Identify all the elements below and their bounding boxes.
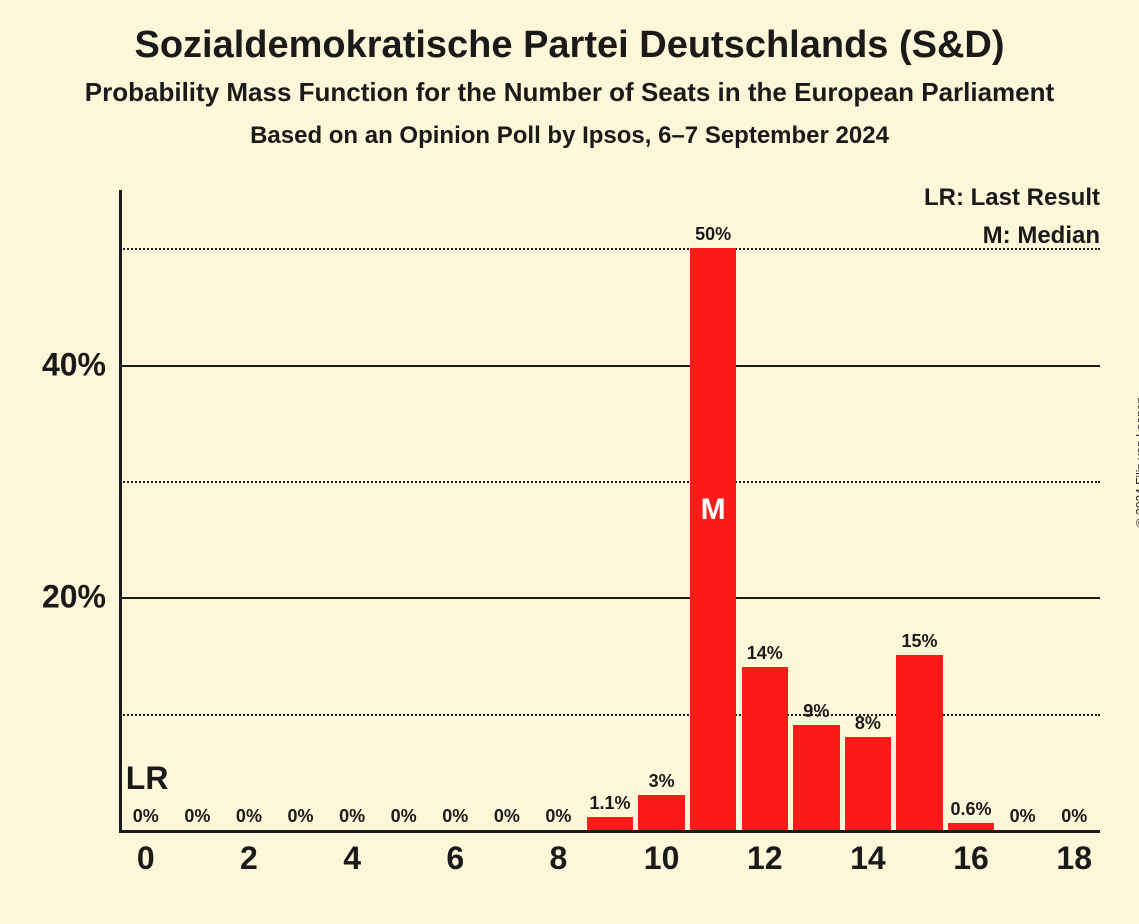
median-marker: M — [701, 493, 726, 527]
bar — [896, 655, 942, 830]
chart-subtitle2: Based on an Opinion Poll by Ipsos, 6–7 S… — [0, 122, 1139, 150]
chart-subtitle: Probability Mass Function for the Number… — [0, 77, 1139, 108]
bar-value-label: 14% — [747, 643, 783, 664]
chart-title: Sozialdemokratische Partei Deutschlands … — [0, 0, 1139, 67]
last-result-marker: LR — [126, 760, 169, 797]
x-tick-label: 16 — [953, 840, 989, 877]
bar-value-label: 50% — [695, 224, 731, 245]
bar-value-label: 0% — [545, 806, 571, 827]
bar-value-label: 0% — [1061, 806, 1087, 827]
x-tick-label: 6 — [446, 840, 464, 877]
gridline-minor — [120, 248, 1100, 250]
y-tick-label: 40% — [42, 346, 106, 383]
bar — [742, 667, 788, 830]
x-tick-label: 12 — [747, 840, 783, 877]
bar-value-label: 0% — [288, 806, 314, 827]
copyright-text: © 2024 Filip van Laenen — [1133, 397, 1139, 527]
bar-value-label: 0% — [236, 806, 262, 827]
y-axis — [119, 190, 122, 833]
bar-value-label: 0% — [494, 806, 520, 827]
x-tick-label: 2 — [240, 840, 258, 877]
bar-value-label: 15% — [901, 631, 937, 652]
x-tick-label: 18 — [1056, 840, 1092, 877]
legend-median: M: Median — [983, 222, 1100, 250]
gridline-major — [120, 365, 1100, 367]
bar-value-label: 1.1% — [589, 793, 630, 814]
x-tick-label: 14 — [850, 840, 886, 877]
gridline-major — [120, 597, 1100, 599]
x-tick-label: 4 — [343, 840, 361, 877]
bar — [793, 725, 839, 830]
bar-value-label: 0% — [391, 806, 417, 827]
bar-value-label: 0.6% — [951, 799, 992, 820]
bar-value-label: 3% — [649, 771, 675, 792]
bar-value-label: 0% — [339, 806, 365, 827]
bar-value-label: 9% — [803, 701, 829, 722]
bar — [638, 795, 684, 830]
legend-lr: LR: Last Result — [924, 184, 1100, 212]
x-axis — [120, 830, 1100, 833]
x-tick-label: 10 — [644, 840, 680, 877]
gridline-minor — [120, 714, 1100, 716]
x-tick-label: 8 — [550, 840, 568, 877]
bar — [948, 823, 994, 830]
bar-value-label: 0% — [1010, 806, 1036, 827]
bar-value-label: 0% — [442, 806, 468, 827]
gridline-minor — [120, 481, 1100, 483]
bar — [690, 248, 736, 830]
bar-value-label: 0% — [184, 806, 210, 827]
bar-value-label: 8% — [855, 713, 881, 734]
y-tick-label: 20% — [42, 579, 106, 616]
plot-area: 20%40%0%0%0%0%0%0%0%0%0%1.1%3%50%14%9%8%… — [120, 190, 1100, 830]
bar — [845, 737, 891, 830]
bar-value-label: 0% — [133, 806, 159, 827]
bar — [587, 817, 633, 830]
x-tick-label: 0 — [137, 840, 155, 877]
